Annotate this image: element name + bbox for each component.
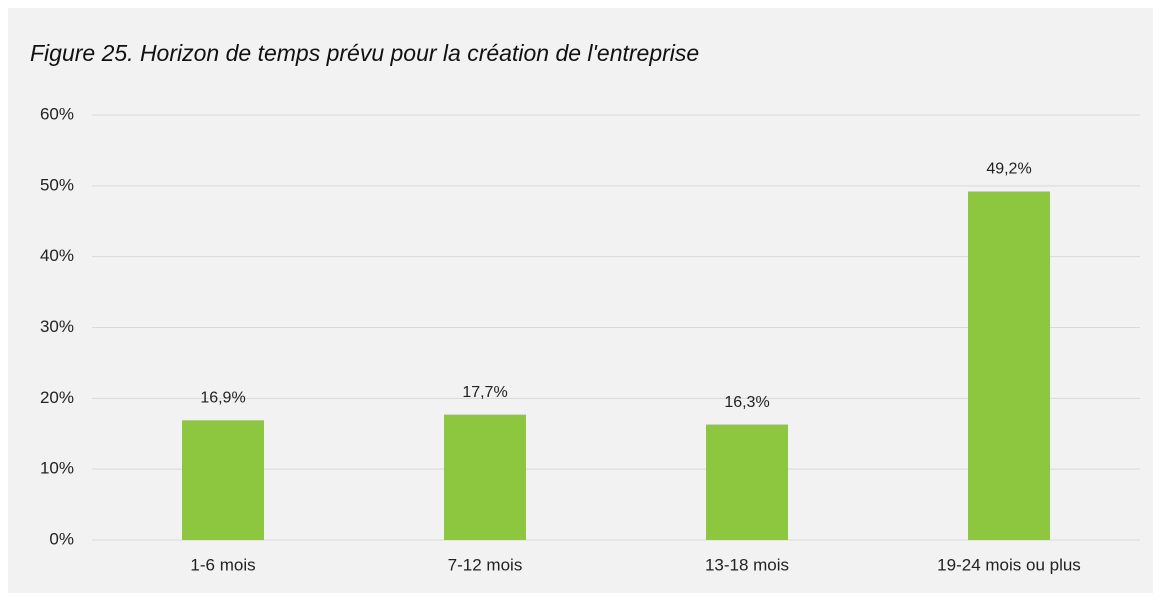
x-tick-label: 19-24 mois ou plus xyxy=(937,555,1081,574)
y-tick-label: 20% xyxy=(40,388,74,407)
y-tick-label: 0% xyxy=(49,529,74,548)
chart-title: Figure 25. Horizon de temps prévu pour l… xyxy=(30,40,699,66)
bar xyxy=(968,191,1050,540)
data-label: 17,7% xyxy=(462,384,507,401)
y-tick-label: 40% xyxy=(40,246,74,265)
y-tick-label: 10% xyxy=(40,459,74,478)
bar xyxy=(182,420,264,540)
x-tick-label: 13-18 mois xyxy=(705,555,789,574)
y-tick-label: 30% xyxy=(40,317,74,336)
data-label: 49,2% xyxy=(986,161,1031,178)
bar xyxy=(444,414,526,540)
x-tick-label: 1-6 mois xyxy=(190,555,255,574)
y-tick-label: 50% xyxy=(40,175,74,194)
y-tick-label: 60% xyxy=(40,104,74,123)
data-label: 16,9% xyxy=(200,390,245,407)
x-tick-label: 7-12 mois xyxy=(448,555,523,574)
data-label: 16,3% xyxy=(724,394,769,411)
bar xyxy=(706,424,788,540)
